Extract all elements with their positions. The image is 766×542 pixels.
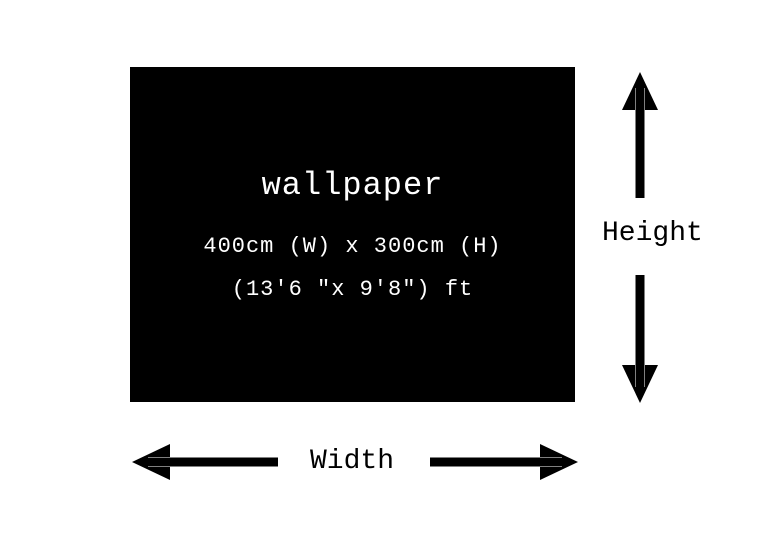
box-title: wallpaper [262,167,444,204]
width-label: Width [310,446,394,477]
height-label: Height [602,218,703,249]
dimensions-cm: 400cm (W) x 300cm (H) [203,234,501,259]
wallpaper-box: wallpaper 400cm (W) x 300cm (H) (13'6 "x… [130,67,575,402]
dimensions-ft: (13'6 "x 9'8") ft [232,277,473,302]
diagram-canvas: wallpaper 400cm (W) x 300cm (H) (13'6 "x… [0,0,766,542]
